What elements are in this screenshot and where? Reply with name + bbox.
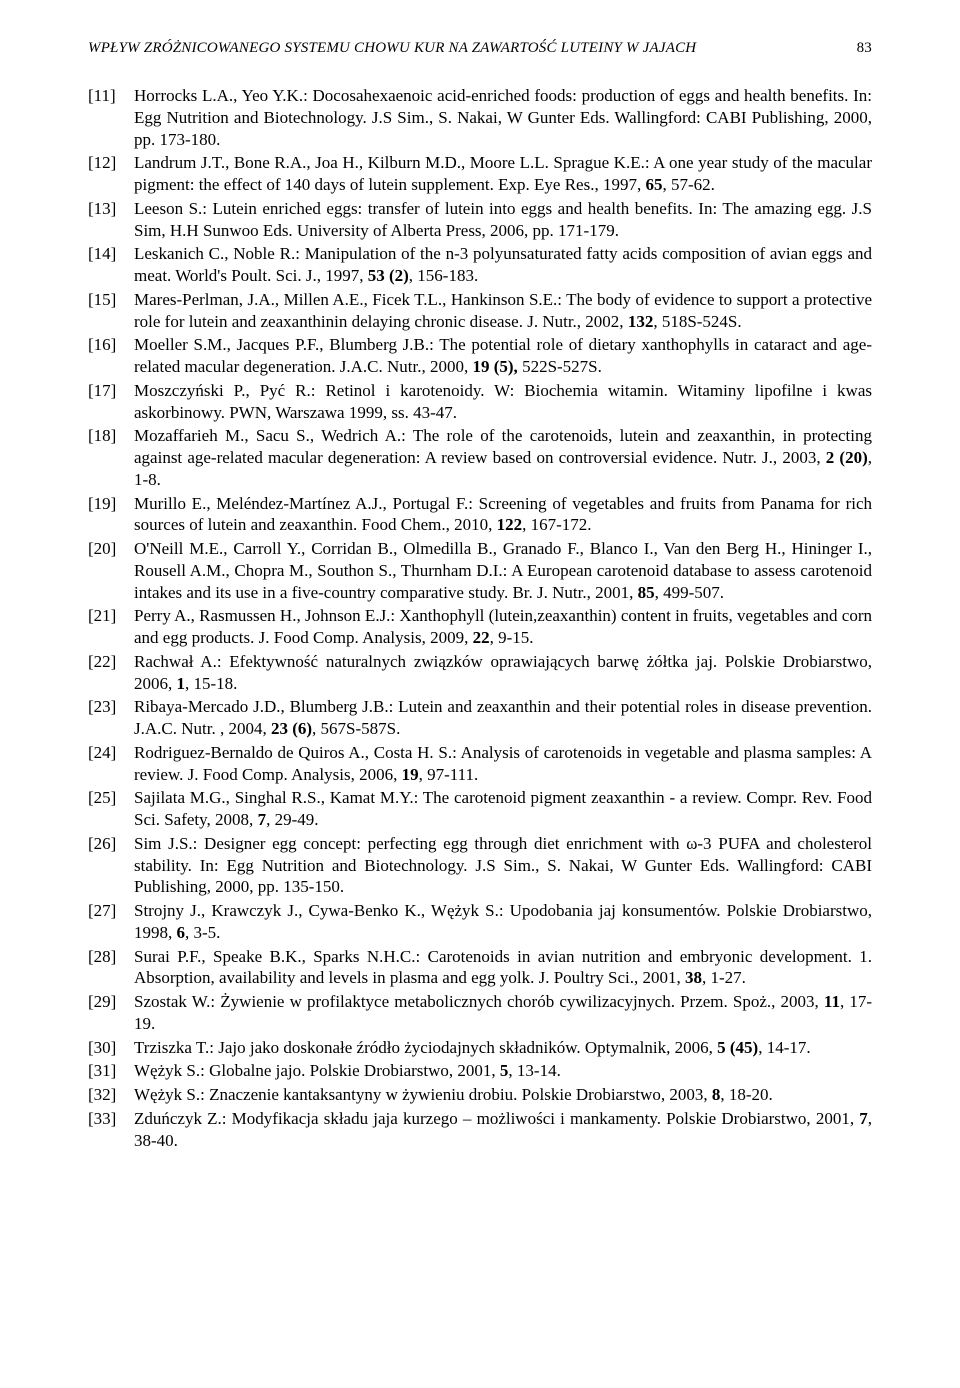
reference-text: Rodriguez-Bernaldo de Quiros A., Costa H… xyxy=(134,742,872,786)
reference-item: [14]Leskanich C., Noble R.: Manipulation… xyxy=(88,243,872,287)
reference-item: [19]Murillo E., Meléndez-Martínez A.J., … xyxy=(88,493,872,537)
reference-text: Strojny J., Krawczyk J., Cywa-Benko K., … xyxy=(134,900,872,944)
reference-number: [33] xyxy=(88,1108,134,1152)
reference-item: [29]Szostak W.: Żywienie w profilaktyce … xyxy=(88,991,872,1035)
reference-text: Mares-Perlman, J.A., Millen A.E., Ficek … xyxy=(134,289,872,333)
reference-text: Ribaya-Mercado J.D., Blumberg J.B.: Lute… xyxy=(134,696,872,740)
reference-number: [32] xyxy=(88,1084,134,1106)
reference-item: [32]Wężyk S.: Znaczenie kantaksantyny w … xyxy=(88,1084,872,1106)
reference-text: Szostak W.: Żywienie w profilaktyce meta… xyxy=(134,991,872,1035)
reference-item: [12]Landrum J.T., Bone R.A., Joa H., Kil… xyxy=(88,152,872,196)
reference-number: [27] xyxy=(88,900,134,944)
reference-number: [18] xyxy=(88,425,134,490)
reference-item: [28]Surai P.F., Speake B.K., Sparks N.H.… xyxy=(88,946,872,990)
reference-text: Murillo E., Meléndez-Martínez A.J., Port… xyxy=(134,493,872,537)
reference-number: [22] xyxy=(88,651,134,695)
reference-text: Leskanich C., Noble R.: Manipulation of … xyxy=(134,243,872,287)
reference-text: Sim J.S.: Designer egg concept: perfecti… xyxy=(134,833,872,898)
reference-text: Leeson S.: Lutein enriched eggs: transfe… xyxy=(134,198,872,242)
reference-number: [25] xyxy=(88,787,134,831)
reference-item: [33]Zduńczyk Z.: Modyfikacja składu jaja… xyxy=(88,1108,872,1152)
reference-number: [12] xyxy=(88,152,134,196)
reference-text: Moeller S.M., Jacques P.F., Blumberg J.B… xyxy=(134,334,872,378)
reference-text: Mozaffarieh M., Sacu S., Wedrich A.: The… xyxy=(134,425,872,490)
reference-item: [13]Leeson S.: Lutein enriched eggs: tra… xyxy=(88,198,872,242)
reference-item: [31]Wężyk S.: Globalne jajo. Polskie Dro… xyxy=(88,1060,872,1082)
reference-number: [20] xyxy=(88,538,134,603)
reference-item: [15]Mares-Perlman, J.A., Millen A.E., Fi… xyxy=(88,289,872,333)
reference-list: [11]Horrocks L.A., Yeo Y.K.: Docosahexae… xyxy=(88,85,872,1151)
running-head: WPŁYW ZRÓŻNICOWANEGO SYSTEMU CHOWU KUR N… xyxy=(88,40,872,57)
reference-text: Trziszka T.: Jajo jako doskonałe źródło … xyxy=(134,1037,872,1059)
running-head-title: WPŁYW ZRÓŻNICOWANEGO SYSTEMU CHOWU KUR N… xyxy=(88,40,696,57)
reference-number: [21] xyxy=(88,605,134,649)
reference-text: Zduńczyk Z.: Modyfikacja składu jaja kur… xyxy=(134,1108,872,1152)
reference-item: [22]Rachwał A.: Efektywność naturalnych … xyxy=(88,651,872,695)
reference-number: [14] xyxy=(88,243,134,287)
reference-item: [26]Sim J.S.: Designer egg concept: perf… xyxy=(88,833,872,898)
reference-text: Wężyk S.: Znaczenie kantaksantyny w żywi… xyxy=(134,1084,872,1106)
reference-number: [28] xyxy=(88,946,134,990)
reference-item: [20]O'Neill M.E., Carroll Y., Corridan B… xyxy=(88,538,872,603)
reference-text: Horrocks L.A., Yeo Y.K.: Docosahexaenoic… xyxy=(134,85,872,150)
reference-number: [26] xyxy=(88,833,134,898)
reference-number: [17] xyxy=(88,380,134,424)
reference-number: [15] xyxy=(88,289,134,333)
reference-item: [27]Strojny J., Krawczyk J., Cywa-Benko … xyxy=(88,900,872,944)
page: WPŁYW ZRÓŻNICOWANEGO SYSTEMU CHOWU KUR N… xyxy=(0,0,960,1388)
reference-item: [11]Horrocks L.A., Yeo Y.K.: Docosahexae… xyxy=(88,85,872,150)
reference-text: Rachwał A.: Efektywność naturalnych zwią… xyxy=(134,651,872,695)
reference-number: [13] xyxy=(88,198,134,242)
reference-number: [24] xyxy=(88,742,134,786)
reference-number: [29] xyxy=(88,991,134,1035)
reference-item: [24]Rodriguez-Bernaldo de Quiros A., Cos… xyxy=(88,742,872,786)
reference-number: [16] xyxy=(88,334,134,378)
reference-text: Wężyk S.: Globalne jajo. Polskie Drobiar… xyxy=(134,1060,872,1082)
reference-number: [23] xyxy=(88,696,134,740)
reference-text: Landrum J.T., Bone R.A., Joa H., Kilburn… xyxy=(134,152,872,196)
reference-number: [19] xyxy=(88,493,134,537)
reference-text: O'Neill M.E., Carroll Y., Corridan B., O… xyxy=(134,538,872,603)
reference-text: Perry A., Rasmussen H., Johnson E.J.: Xa… xyxy=(134,605,872,649)
reference-item: [16]Moeller S.M., Jacques P.F., Blumberg… xyxy=(88,334,872,378)
page-number: 83 xyxy=(857,40,872,57)
reference-item: [23]Ribaya-Mercado J.D., Blumberg J.B.: … xyxy=(88,696,872,740)
reference-item: [30]Trziszka T.: Jajo jako doskonałe źró… xyxy=(88,1037,872,1059)
reference-text: Sajilata M.G., Singhal R.S., Kamat M.Y.:… xyxy=(134,787,872,831)
reference-item: [18]Mozaffarieh M., Sacu S., Wedrich A.:… xyxy=(88,425,872,490)
reference-item: [17]Moszczyński P., Pyć R.: Retinol i ka… xyxy=(88,380,872,424)
reference-number: [11] xyxy=(88,85,134,150)
reference-text: Moszczyński P., Pyć R.: Retinol i karote… xyxy=(134,380,872,424)
reference-number: [30] xyxy=(88,1037,134,1059)
reference-number: [31] xyxy=(88,1060,134,1082)
reference-item: [21]Perry A., Rasmussen H., Johnson E.J.… xyxy=(88,605,872,649)
reference-text: Surai P.F., Speake B.K., Sparks N.H.C.: … xyxy=(134,946,872,990)
reference-item: [25]Sajilata M.G., Singhal R.S., Kamat M… xyxy=(88,787,872,831)
